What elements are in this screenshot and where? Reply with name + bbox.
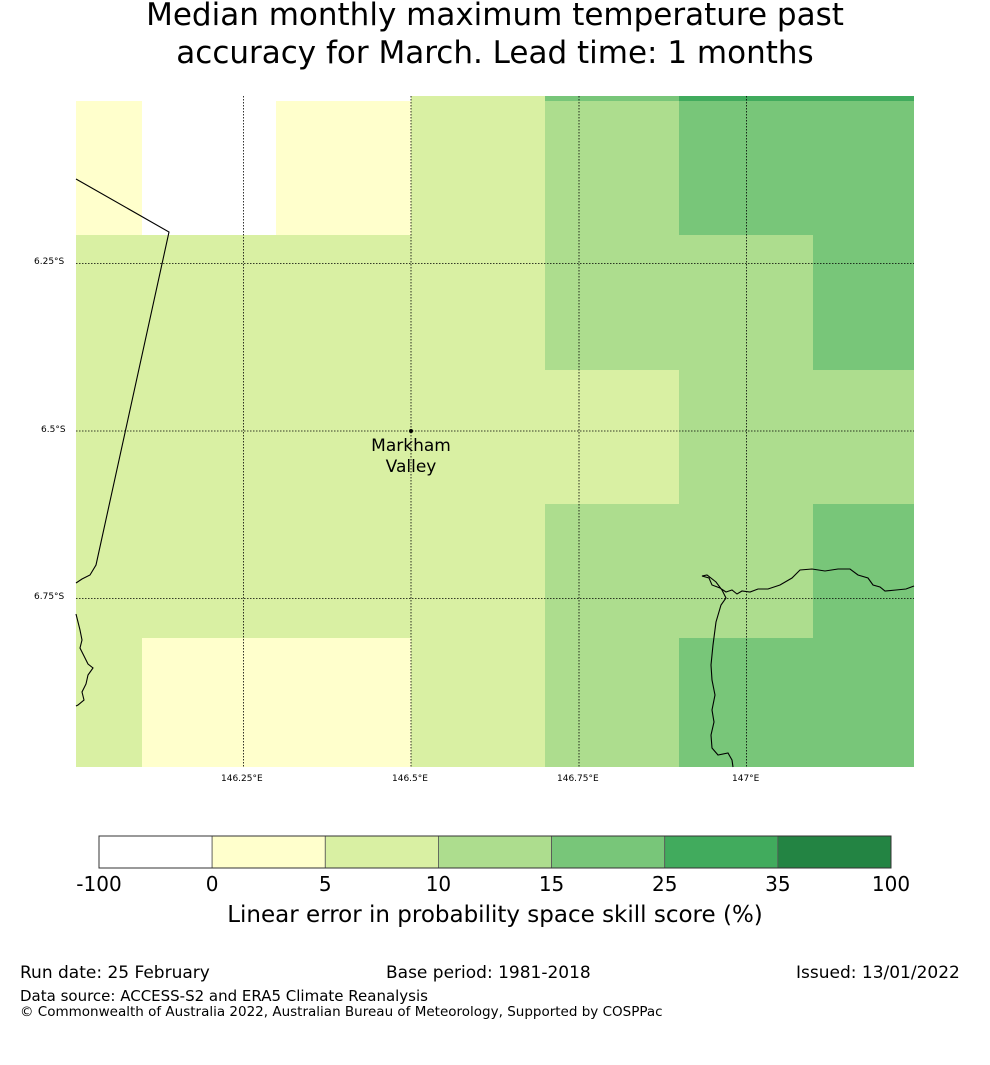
cell — [545, 504, 813, 638]
lon-tick-label: 146.75°E — [557, 774, 599, 784]
colorbar-tick-label: 15 — [538, 872, 565, 896]
cell — [142, 101, 276, 235]
cell — [545, 101, 679, 235]
provincial-boundary — [75, 178, 170, 584]
cell — [679, 370, 914, 504]
cell — [813, 235, 914, 370]
place-label-line-1: Markham — [371, 436, 451, 456]
western-coast — [75, 613, 94, 707]
cell — [545, 638, 679, 767]
cell — [276, 101, 411, 235]
cell — [76, 235, 545, 370]
cell — [76, 504, 545, 638]
title-line-2: accuracy for March. Lead time: 1 months — [176, 35, 814, 71]
title-line-1: Median monthly maximum temperature past — [146, 0, 844, 33]
huon-gulf-coast — [701, 568, 915, 768]
colorbar — [98, 835, 892, 869]
cell — [76, 370, 679, 504]
colorbar-swatch — [777, 835, 892, 869]
cell — [813, 504, 914, 638]
lon-tick-label: 146.25°E — [221, 774, 263, 784]
colorbar-tick-label: 10 — [425, 872, 452, 896]
colorbar-swatch — [551, 835, 666, 869]
lon-tick-label: 146.5°E — [392, 774, 428, 784]
lat-tick-label: 6.5°S — [41, 425, 66, 435]
cell — [76, 638, 142, 767]
markham-valley-marker — [409, 429, 413, 433]
place-label: Markham Valley — [351, 436, 471, 478]
cell — [679, 638, 914, 767]
colorbar-swatch — [211, 835, 326, 869]
place-label-line-2: Valley — [385, 457, 437, 477]
cell — [411, 638, 545, 767]
cell — [679, 96, 914, 101]
colorbar-tick-label: -100 — [76, 872, 122, 896]
cell — [545, 96, 679, 101]
cell — [411, 96, 545, 101]
lat-tick-label: 6.75°S — [34, 592, 65, 602]
colorbar-tick-label: 5 — [318, 872, 332, 896]
cell — [545, 235, 813, 370]
cell — [76, 101, 142, 235]
colorbar-tick-label: 0 — [205, 872, 219, 896]
copyright: © Commonwealth of Australia 2022, Austra… — [20, 1004, 663, 1020]
colorbar-tick-label: 100 — [871, 872, 911, 896]
colorbar-title: Linear error in probability space skill … — [227, 902, 763, 928]
cell — [142, 96, 276, 101]
colorbar-swatch — [438, 835, 552, 869]
location-dot — [409, 429, 413, 433]
data-source: Data source: ACCESS-S2 and ERA5 Climate … — [20, 987, 428, 1005]
colorbar-outline — [98, 835, 892, 869]
skill-grid-cells — [76, 96, 914, 767]
cell — [76, 96, 142, 101]
cell — [411, 101, 545, 235]
lon-tick-label: 147°E — [732, 774, 760, 784]
colorbar-swatch — [98, 835, 213, 869]
colorbar-swatch — [664, 835, 779, 869]
cell — [679, 101, 914, 235]
cell — [142, 638, 411, 767]
cell — [276, 96, 411, 101]
gridlines — [76, 96, 914, 767]
colorbar-tick-label: 35 — [765, 872, 791, 896]
run-date: Run date: 25 February — [20, 963, 210, 983]
base-period: Base period: 1981-2018 — [386, 963, 591, 983]
issued-date: Issued: 13/01/2022 — [796, 963, 960, 983]
chart-title: Median monthly maximum temperature past … — [0, 0, 990, 72]
coastlines — [75, 178, 915, 768]
colorbar-swatch — [324, 835, 439, 869]
colorbar-tick-label: 25 — [651, 872, 678, 896]
lat-tick-label: 6.25°S — [34, 257, 65, 267]
